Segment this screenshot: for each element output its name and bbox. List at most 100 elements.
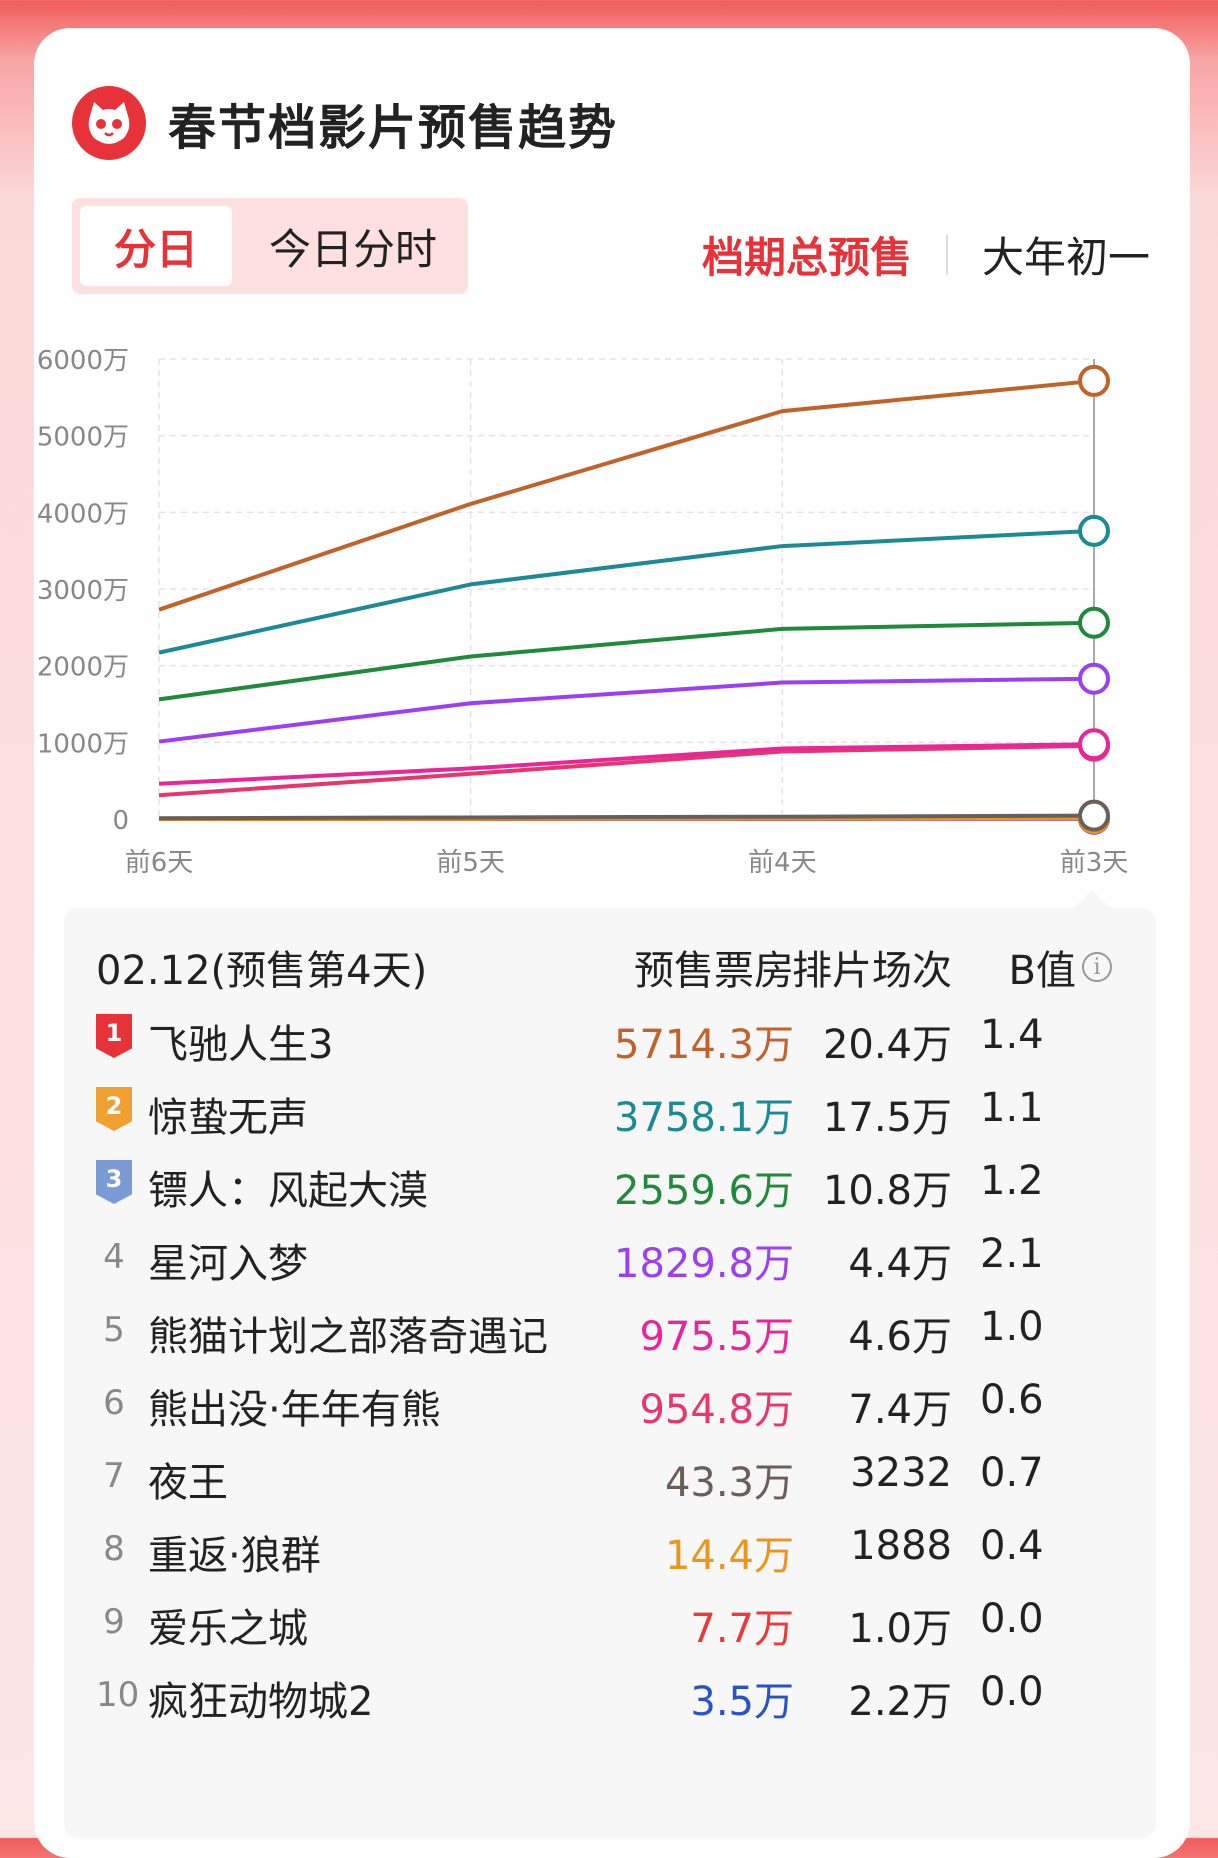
y-tick-label: 1000万 [37,729,129,759]
table-row[interactable]: 2 惊蛰无声 3758.1万 17.5万 1.1 [96,1079,1136,1152]
box-office-value: 5714.3万 [614,1012,794,1070]
series-end-marker [1080,517,1108,545]
x-tick-label: 前5天 [436,848,505,878]
box-office-value: 3758.1万 [614,1085,794,1143]
header-screenings: 排片场次 [792,938,952,996]
tab-daily[interactable]: 分日 [80,206,232,286]
movie-name: 星河入梦 [148,1231,308,1289]
x-tick-label: 前6天 [125,848,194,878]
x-tick-label: 前3天 [1060,848,1129,878]
b-value: 0.0 [980,1596,1040,1642]
mode-switch: 档期总预售 大年初一 [702,224,1150,285]
header-b-value: B值 i [1009,938,1112,996]
cat-logo-icon [72,86,146,160]
rank-badge-icon: 1 [96,1014,132,1058]
table-rows: 1 飞驰人生3 5714.3万 20.4万 1.4 2 惊蛰无声 3758.1万 17.5万 1.… [96,1006,1136,1736]
screenings-value: 10.8万 [823,1158,952,1216]
mode-new-year-day[interactable]: 大年初一 [982,224,1150,285]
table-header: 02.12(预售第4天) 预售票房 排片场次 B值 i [96,938,1136,998]
movie-name: 夜王 [148,1450,228,1508]
rank-number: 4 [96,1237,132,1277]
table-row[interactable]: 1 飞驰人生3 5714.3万 20.4万 1.4 [96,1006,1136,1079]
series-line [159,746,1094,795]
movie-name: 熊出没·年年有熊 [148,1377,441,1435]
box-office-value: 14.4万 [665,1523,794,1581]
movie-name: 疯狂动物城2 [148,1669,373,1727]
table-row[interactable]: 4 星河入梦 1829.8万 4.4万 2.1 [96,1225,1136,1298]
tab-hourly[interactable]: 今日分时 [248,206,458,286]
y-tick-label: 0 [112,806,129,836]
box-office-value: 43.3万 [665,1450,794,1508]
screenings-value: 17.5万 [823,1085,952,1143]
series-end-marker [1080,730,1108,758]
box-office-value: 975.5万 [639,1304,794,1362]
screenings-value: 3232 [850,1450,952,1496]
movie-name: 重返·狼群 [148,1523,321,1581]
y-tick-label: 2000万 [37,653,129,683]
box-office-value: 2559.6万 [614,1158,794,1216]
series-end-marker [1080,367,1108,395]
tooltip-pointer [1074,890,1110,908]
table-row[interactable]: 7 夜王 43.3万 3232 0.7 [96,1444,1136,1517]
y-tick-label: 3000万 [37,576,129,606]
rank-number: 6 [96,1383,132,1423]
movie-name: 惊蛰无声 [148,1085,308,1143]
header: 春节档影片预售趋势 [72,78,618,168]
box-office-value: 3.5万 [690,1669,794,1727]
rank-number: 10 [96,1675,132,1715]
y-tick-label: 4000万 [37,499,129,529]
main-card: 春节档影片预售趋势 分日 今日分时 档期总预售 大年初一 0 1000万 2000万… [34,28,1190,1858]
table-row[interactable]: 9 爱乐之城 7.7万 1.0万 0.0 [96,1590,1136,1663]
rank-number: 5 [96,1310,132,1350]
info-icon[interactable]: i [1082,952,1112,982]
presale-table: 02.12(预售第4天) 预售票房 排片场次 B值 i 1 飞驰人生3 5714.3… [64,908,1156,1838]
rank-number: 7 [96,1456,132,1496]
series-line [159,816,1094,819]
screenings-value: 1.0万 [848,1596,952,1654]
y-tick-label: 5000万 [37,423,129,453]
view-toggle: 分日 今日分时 [72,198,468,294]
movie-name: 镖人：风起大漠 [148,1158,428,1216]
screenings-value: 4.6万 [848,1304,952,1362]
mode-divider [946,235,948,275]
b-value: 1.2 [980,1158,1040,1204]
rank-number: 8 [96,1529,132,1569]
series-line [159,623,1094,700]
rank-badge-icon: 3 [96,1160,132,1204]
table-date: 02.12(预售第4天) [96,938,427,996]
x-tick-label: 前4天 [748,848,817,878]
box-office-value: 1829.8万 [614,1231,794,1289]
movie-name: 爱乐之城 [148,1596,308,1654]
b-value: 1.4 [980,1012,1040,1058]
series-end-marker [1080,609,1108,637]
series-end-marker [1080,665,1108,693]
table-row[interactable]: 5 熊猫计划之部落奇遇记 975.5万 4.6万 1.0 [96,1298,1136,1371]
movie-name: 熊猫计划之部落奇遇记 [148,1304,548,1362]
series-line [159,381,1094,610]
screenings-value: 1888 [850,1523,952,1569]
b-value: 1.0 [980,1304,1040,1350]
header-b-value-label: B值 [1009,938,1076,996]
box-office-value: 7.7万 [690,1596,794,1654]
b-value: 1.1 [980,1085,1040,1131]
rank-badge-icon: 2 [96,1087,132,1131]
screenings-value: 2.2万 [848,1669,952,1727]
table-row[interactable]: 6 熊出没·年年有熊 954.8万 7.4万 0.6 [96,1371,1136,1444]
screenings-value: 20.4万 [823,1012,952,1070]
rank-number: 9 [96,1602,132,1642]
series-line [159,531,1094,653]
b-value: 2.1 [980,1231,1040,1277]
y-tick-label: 6000万 [37,346,129,376]
screenings-value: 4.4万 [848,1231,952,1289]
mode-total-presale[interactable]: 档期总预售 [702,224,912,285]
b-value: 0.7 [980,1450,1040,1496]
page-title: 春节档影片预售趋势 [168,88,618,158]
box-office-value: 954.8万 [639,1377,794,1435]
screenings-value: 7.4万 [848,1377,952,1435]
table-row[interactable]: 3 镖人：风起大漠 2559.6万 10.8万 1.2 [96,1152,1136,1225]
b-value: 0.6 [980,1377,1040,1423]
movie-name: 飞驰人生3 [148,1012,333,1070]
